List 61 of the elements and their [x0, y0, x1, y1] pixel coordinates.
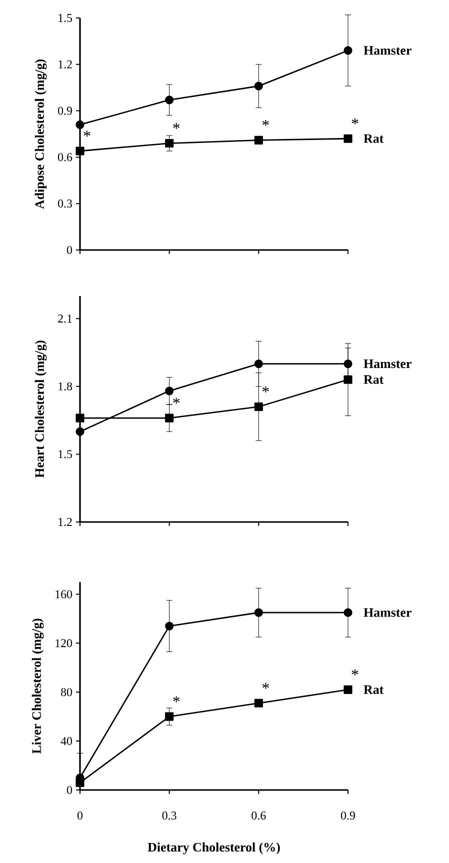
annotation: *: [173, 696, 180, 702]
series-label: Rat: [364, 375, 384, 384]
point: [165, 414, 174, 422]
point: [344, 375, 352, 384]
y-tick-label: 0.9: [58, 106, 72, 115]
y-tick-label: 0.6: [58, 153, 72, 162]
annotation: *: [84, 130, 90, 137]
point: [254, 608, 263, 617]
point: [254, 136, 263, 144]
point: [76, 146, 84, 156]
series-label: Rat: [364, 685, 384, 694]
y-tick-label: 80: [60, 688, 72, 696]
x-axis-title: Dietary Cholesterol (%): [148, 842, 280, 854]
series-label: Rat: [364, 134, 384, 143]
point: [344, 685, 352, 694]
y-tick-label: 40: [60, 737, 72, 746]
point: [344, 134, 352, 143]
annotation: *: [173, 123, 180, 129]
point: [165, 712, 174, 721]
y-tick-label: 0: [66, 786, 72, 794]
point: [344, 608, 352, 617]
annotation: *: [262, 386, 269, 392]
point: [76, 120, 84, 129]
y-tick-label: 1.8: [58, 382, 72, 390]
y-axis-title: Heart Cholesterol (mg/g): [34, 340, 47, 478]
point: [165, 386, 174, 396]
x-tick-label: 0.9: [340, 812, 355, 820]
y-axis-title: Liver Cholesterol (mg/g): [32, 618, 44, 754]
point: [76, 778, 84, 787]
annotation: *: [352, 118, 358, 124]
point: [344, 46, 352, 55]
y-tick-label: 0.3: [58, 200, 72, 208]
y-tick-label: 0: [66, 246, 72, 254]
x-tick-label: 0.3: [162, 812, 176, 820]
point: [76, 427, 84, 436]
point: [165, 138, 174, 148]
annotation: *: [262, 682, 269, 689]
y-tick-label: 160: [56, 590, 72, 598]
point: [254, 698, 263, 708]
series-label: Hamster: [364, 608, 412, 617]
y-tick-label: 1.5: [58, 14, 72, 22]
annotation: *: [352, 669, 358, 676]
point: [254, 82, 263, 90]
point: [165, 96, 174, 104]
x-tick-label: 0: [77, 812, 83, 820]
x-tick-label: 0.6: [252, 812, 266, 820]
series-label: Hamster: [364, 359, 412, 368]
annotation: *: [262, 120, 269, 126]
point: [165, 622, 174, 630]
y-tick-label: 1.5: [58, 450, 72, 458]
y-tick-label: 1.2: [58, 60, 72, 68]
y-tick-label: 120: [56, 639, 72, 648]
annotation: *: [173, 398, 180, 404]
point: [76, 414, 84, 422]
point: [254, 402, 263, 412]
y-axis-title: Adipose Cholesterol (mg/g): [34, 60, 47, 209]
series-label: Hamster: [364, 46, 412, 55]
point: [254, 360, 263, 368]
point: [344, 360, 352, 368]
y-tick-label: 2.1: [58, 314, 72, 323]
y-tick-label: 1.2: [58, 518, 72, 526]
